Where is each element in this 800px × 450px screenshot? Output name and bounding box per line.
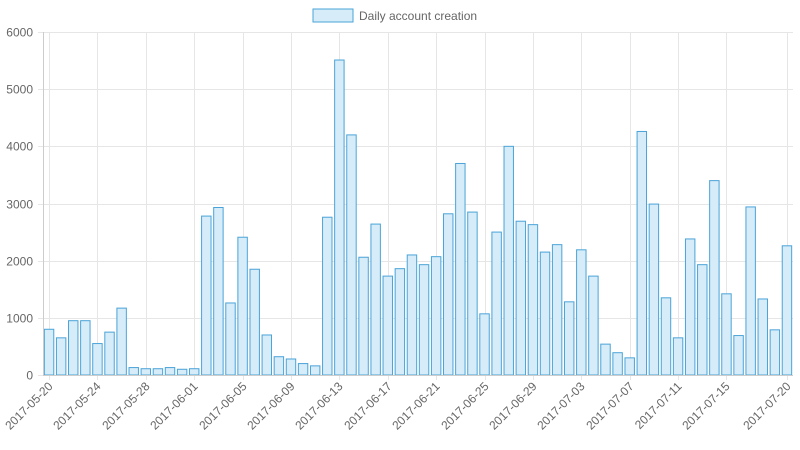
bar-2017-06-01[interactable] xyxy=(188,368,200,376)
bar-2017-06-10[interactable] xyxy=(297,363,309,376)
bar-2017-06-22[interactable] xyxy=(443,213,454,376)
bar-2017-05-27[interactable] xyxy=(128,367,139,376)
y-tick-label: 1000 xyxy=(6,312,33,326)
bar-2017-06-26[interactable] xyxy=(491,231,502,376)
legend[interactable]: Daily account creation xyxy=(312,8,477,23)
bar-2017-05-31[interactable] xyxy=(176,368,188,376)
bar-2017-07-01[interactable] xyxy=(551,244,563,376)
bar-2017-06-30[interactable] xyxy=(539,251,551,376)
bar-2017-05-21[interactable] xyxy=(55,337,67,376)
bar-2017-07-02[interactable] xyxy=(563,301,575,376)
bar-2017-05-25[interactable] xyxy=(104,331,115,376)
bar-2017-07-08[interactable] xyxy=(636,130,648,376)
x-tick-label: 2017-06-25 xyxy=(438,379,492,433)
x-tick-label: 2017-06-21 xyxy=(389,379,443,433)
x-tick-label: 2017-06-13 xyxy=(292,379,346,433)
bar-2017-07-15[interactable] xyxy=(721,293,732,376)
bar-2017-05-28[interactable] xyxy=(140,368,152,376)
x-tick-label: 2017-07-15 xyxy=(679,379,733,433)
bar-2017-07-07[interactable] xyxy=(624,357,635,376)
bar-2017-05-26[interactable] xyxy=(116,307,127,376)
bar-2017-06-25[interactable] xyxy=(479,313,490,376)
bar-2017-07-14[interactable] xyxy=(709,180,720,376)
x-tick-label: 2017-06-09 xyxy=(244,379,298,433)
bar-2017-05-24[interactable] xyxy=(92,343,103,376)
x-tick-label: 2017-05-24 xyxy=(50,379,104,433)
x-axis: 2017-05-202017-05-242017-05-282017-06-01… xyxy=(2,375,794,433)
bar-2017-06-28[interactable] xyxy=(515,220,527,376)
bar-2017-06-12[interactable] xyxy=(322,216,333,376)
bar-2017-06-19[interactable] xyxy=(406,254,418,376)
bar-2017-06-06[interactable] xyxy=(249,268,260,376)
x-tick-label: 2017-07-20 xyxy=(740,379,794,433)
bar-2017-06-13[interactable] xyxy=(334,59,345,376)
bar-2017-06-21[interactable] xyxy=(430,256,442,376)
y-tick-label: 2000 xyxy=(6,255,33,269)
bar-2017-07-13[interactable] xyxy=(697,264,708,376)
x-tick-label: 2017-05-28 xyxy=(99,379,153,433)
x-tick-label: 2017-07-03 xyxy=(534,379,588,433)
bar-2017-07-12[interactable] xyxy=(684,238,696,376)
x-tick-label: 2017-06-01 xyxy=(147,379,201,433)
bar-2017-06-08[interactable] xyxy=(273,356,285,376)
bar-2017-06-04[interactable] xyxy=(225,302,236,376)
bar-2017-07-06[interactable] xyxy=(612,352,623,376)
bar-2017-05-20[interactable] xyxy=(43,328,55,376)
bar-2017-06-03[interactable] xyxy=(213,207,224,376)
bar-2017-06-05[interactable] xyxy=(237,236,248,376)
bar-2017-07-20[interactable] xyxy=(781,245,793,376)
bar-2017-06-27[interactable] xyxy=(503,145,514,376)
bar-2017-07-10[interactable] xyxy=(660,297,672,376)
x-tick-label: 2017-07-11 xyxy=(632,379,685,432)
bar-2017-07-04[interactable] xyxy=(588,275,599,376)
x-tick-label: 2017-05-20 xyxy=(2,379,56,433)
x-tick-label: 2017-06-29 xyxy=(486,379,540,433)
bars xyxy=(43,59,793,376)
y-tick-label: 0 xyxy=(26,369,33,383)
bar-2017-07-09[interactable] xyxy=(648,203,660,376)
x-tick-label: 2017-07-07 xyxy=(583,379,637,433)
bar-2017-06-11[interactable] xyxy=(309,365,321,376)
bar-2017-07-18[interactable] xyxy=(757,298,768,376)
bar-2017-06-24[interactable] xyxy=(467,211,478,376)
bar-2017-05-22[interactable] xyxy=(68,320,79,376)
y-axis: 0 1000 2000 3000 4000 5000 6000 xyxy=(6,26,44,383)
bar-2017-07-17[interactable] xyxy=(745,206,756,376)
legend-label: Daily account creation xyxy=(359,9,477,23)
bar-2017-06-16[interactable] xyxy=(370,223,381,376)
bar-2017-06-09[interactable] xyxy=(285,358,297,376)
bar-2017-07-16[interactable] xyxy=(733,335,744,376)
y-tick-label: 3000 xyxy=(6,198,33,212)
bar-2017-06-07[interactable] xyxy=(261,334,273,376)
bar-2017-05-29[interactable] xyxy=(152,368,164,376)
bar-2017-06-14[interactable] xyxy=(346,134,357,376)
y-tick-label: 5000 xyxy=(6,83,33,97)
bar-2017-05-30[interactable] xyxy=(164,367,176,376)
bar-2017-07-19[interactable] xyxy=(769,329,781,376)
bar-2017-06-02[interactable] xyxy=(201,215,212,376)
bar-2017-07-11[interactable] xyxy=(672,337,684,376)
x-tick-label: 2017-06-05 xyxy=(196,379,250,433)
bar-2017-06-15[interactable] xyxy=(358,256,369,376)
bar-2017-07-03[interactable] xyxy=(576,249,587,376)
bar-2017-05-23[interactable] xyxy=(80,320,91,376)
legend-swatch xyxy=(312,8,354,23)
bar-2017-07-05[interactable] xyxy=(600,343,611,376)
x-tick-label: 2017-06-17 xyxy=(341,379,395,433)
bar-2017-06-20[interactable] xyxy=(418,264,430,376)
bar-2017-06-29[interactable] xyxy=(527,224,539,376)
bar-2017-06-23[interactable] xyxy=(455,162,466,376)
y-tick-label: 4000 xyxy=(6,140,33,154)
y-tick-label: 6000 xyxy=(6,26,33,40)
bar-2017-06-18[interactable] xyxy=(394,268,406,376)
bar-2017-06-17[interactable] xyxy=(382,275,393,376)
